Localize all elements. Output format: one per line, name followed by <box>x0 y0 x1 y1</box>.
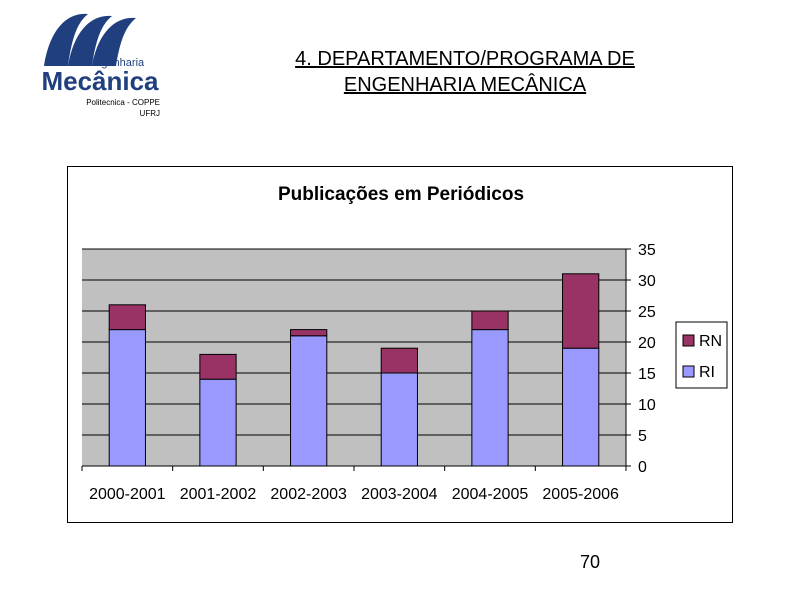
bar-rn <box>471 310 509 331</box>
logo-text-ufrj: UFRJ <box>140 109 160 118</box>
logo: Engenharia Mecânica Politecnica - COPPE … <box>41 13 160 118</box>
bar-rn <box>380 347 418 374</box>
y-tick-label: 35 <box>638 242 656 259</box>
legend-label-rn: RN <box>699 333 722 350</box>
x-tick-label: 2000-2001 <box>89 486 166 503</box>
legend-swatch-rn <box>682 334 695 347</box>
bar-ri <box>290 335 328 467</box>
y-tick-label: 20 <box>638 335 656 352</box>
bar-ri <box>471 329 509 467</box>
bar-rn <box>290 329 328 337</box>
bar-ri <box>380 372 418 467</box>
logo-text-politecnica: Politecnica - COPPE <box>86 98 160 107</box>
page-number: 70 <box>580 552 601 572</box>
logo-arc-1 <box>44 13 88 66</box>
x-tick-label: 2001-2002 <box>180 486 257 503</box>
y-tick-label: 15 <box>638 366 656 383</box>
bar-ri <box>108 329 146 467</box>
slide-title-line-1: 4. DEPARTAMENTO/PROGRAMA DE <box>295 48 635 70</box>
y-tick-label: 10 <box>638 397 656 414</box>
logo-text-engenharia: Engenharia <box>88 57 145 69</box>
logo-arc-3 <box>92 17 136 66</box>
y-tick-label: 25 <box>638 304 656 321</box>
legend-swatch-ri <box>682 365 695 378</box>
legend-label-ri: RI <box>699 364 715 381</box>
bar-rn <box>199 353 237 380</box>
bar-ri <box>562 347 600 467</box>
chart-title: Publicações em Periódicos <box>278 184 524 205</box>
bar-rn <box>562 273 600 349</box>
y-tick-label: 0 <box>638 459 647 476</box>
logo-text-mecanica: Mecânica <box>41 66 159 96</box>
y-tick-label: 5 <box>638 428 647 445</box>
x-tick-label: 2004-2005 <box>452 486 529 503</box>
bar-ri <box>199 378 237 467</box>
y-tick-label: 30 <box>638 273 656 290</box>
logo-arc-2 <box>68 15 112 66</box>
chart-frame: Publicações em Periódicos 0 5 10 15 20 25 30 35 2… <box>67 166 733 523</box>
slide-title-line-2: ENGENHARIA MECÂNICA <box>343 74 587 96</box>
x-tick-label: 2002-2003 <box>270 486 347 503</box>
slide-title: 4. DEPARTAMENTO/PROGRAMA DE ENGENHARIA M… <box>230 46 700 98</box>
x-tick-label: 2003-2004 <box>361 486 438 503</box>
x-tick-label: 2005-2006 <box>542 486 619 503</box>
chart: Publicações em Periódicos 0 5 10 15 20 25 30 35 2… <box>81 184 728 503</box>
plot-area <box>82 249 626 466</box>
bar-rn <box>108 304 146 331</box>
